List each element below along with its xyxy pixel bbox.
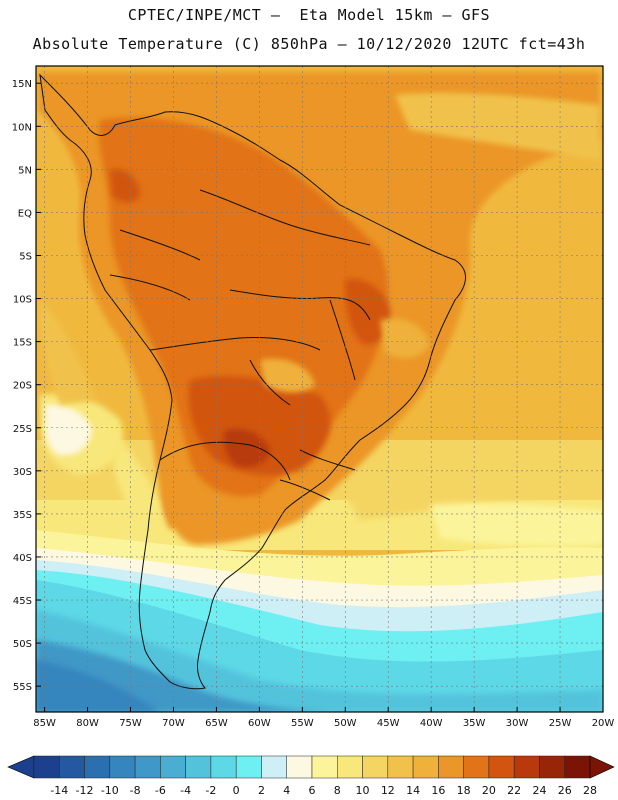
lon-label: 75W [119,718,142,729]
lon-label: 45W [377,718,400,729]
colorbar-swatch [33,755,60,779]
colorbar-swatch [261,755,287,779]
lon-label: 70W [162,718,185,729]
lon-label: 40W [420,718,443,729]
colorbar-swatch [387,755,414,779]
lon-label: 50W [334,718,357,729]
colorbar-label: 26 [558,784,572,797]
lat-label: 20S [13,381,32,392]
lat-label: 15N [12,79,32,90]
colorbar-label: 10 [356,784,370,797]
colorbar-label: 14 [406,784,420,797]
lat-label: 40S [13,553,32,564]
lon-label: 20W [592,718,615,729]
colorbar-label: -4 [180,784,191,797]
lat-label: EQ [18,208,32,219]
lon-label: 60W [248,718,271,729]
lat-label: 10S [13,295,32,306]
colorbar-swatch [337,755,363,779]
lon-label: 25W [549,718,572,729]
colorbar-swatch [362,755,389,779]
colorbar-swatch [463,755,490,779]
colorbar-label: 18 [457,784,471,797]
temperature-colorbar: -14 -12 -10 -8 -6 -4 -2 0 2 4 6 8 10 12 14 16 18 20 22 24 26… [7,755,615,797]
colorbar-label: 22 [507,784,521,797]
colorbar-swatch [438,755,464,779]
colorbar-label: -2 [205,784,216,797]
colorbar-label: 8 [334,784,341,797]
lat-label: 25S [13,424,32,435]
colorbar-swatch [235,755,262,779]
map-title-line-2: Absolute Temperature (C) 850hPa – 10/12/… [32,35,586,53]
lat-label: 15S [13,338,32,349]
colorbar-swatch [412,755,439,779]
longitude-axis: 85W 80W 75W 70W 65W 60W 55W 50W 45W 40W 35W 30W 25W 2… [33,707,614,729]
lon-label: 85W [33,718,56,729]
colorbar-swatch [513,755,540,779]
lat-label: 10N [12,122,32,133]
lon-label: 55W [291,718,314,729]
temperature-field [36,66,603,712]
coastlines [39,73,466,690]
colorbar-label: -6 [155,784,166,797]
colorbar-label: -14 [50,784,68,797]
colorbar-label: 24 [532,784,546,797]
lat-label: 50S [13,639,32,650]
lat-label: 45S [13,596,32,607]
lat-label: 5N [18,165,32,176]
colorbar-swatch [134,755,161,779]
colorbar-label: 2 [258,784,265,797]
lon-label: 35W [463,718,486,729]
colorbar-label: 28 [583,784,597,797]
colorbar-label: -8 [130,784,141,797]
map-title-line-1: CPTEC/INPE/MCT – Eta Model 15km – GFS [127,6,491,24]
latitude-axis: 15N 10N 5N EQ 5S 10S 15S 20S 25S 30S 35S 40S 45S 50S 5… [12,79,41,693]
colorbar-swatch [185,755,212,779]
colorbar-label: 20 [482,784,496,797]
colorbar-swatch [210,755,237,779]
colorbar-label: 4 [283,784,290,797]
colorbar-swatch [109,755,136,779]
lat-label: 35S [13,510,32,521]
colorbar-label: -10 [101,784,119,797]
colorbar-swatch [488,755,515,779]
lon-label: 30W [506,718,529,729]
colorbar-high-arrow [589,755,615,779]
colorbar-swatch [564,755,591,779]
colorbar-label: 0 [233,784,240,797]
colorbar-swatch [311,755,338,779]
lat-label: 55S [13,682,32,693]
colorbar-label: 16 [431,784,445,797]
colorbar-swatch [286,755,313,779]
colorbar-low-arrow [7,755,35,779]
lon-label: 65W [205,718,228,729]
colorbar-swatch [59,755,85,779]
colorbar-swatch [539,755,565,779]
lon-label: 80W [76,718,99,729]
lat-label: 30S [13,467,32,478]
colorbar-label: 12 [381,784,395,797]
map-frame [35,65,604,713]
colorbar-swatch [84,755,111,779]
lat-label: 5S [19,251,32,262]
colorbar-label: -12 [76,784,94,797]
colorbar-swatch [160,755,186,779]
colorbar-label: 6 [309,784,316,797]
